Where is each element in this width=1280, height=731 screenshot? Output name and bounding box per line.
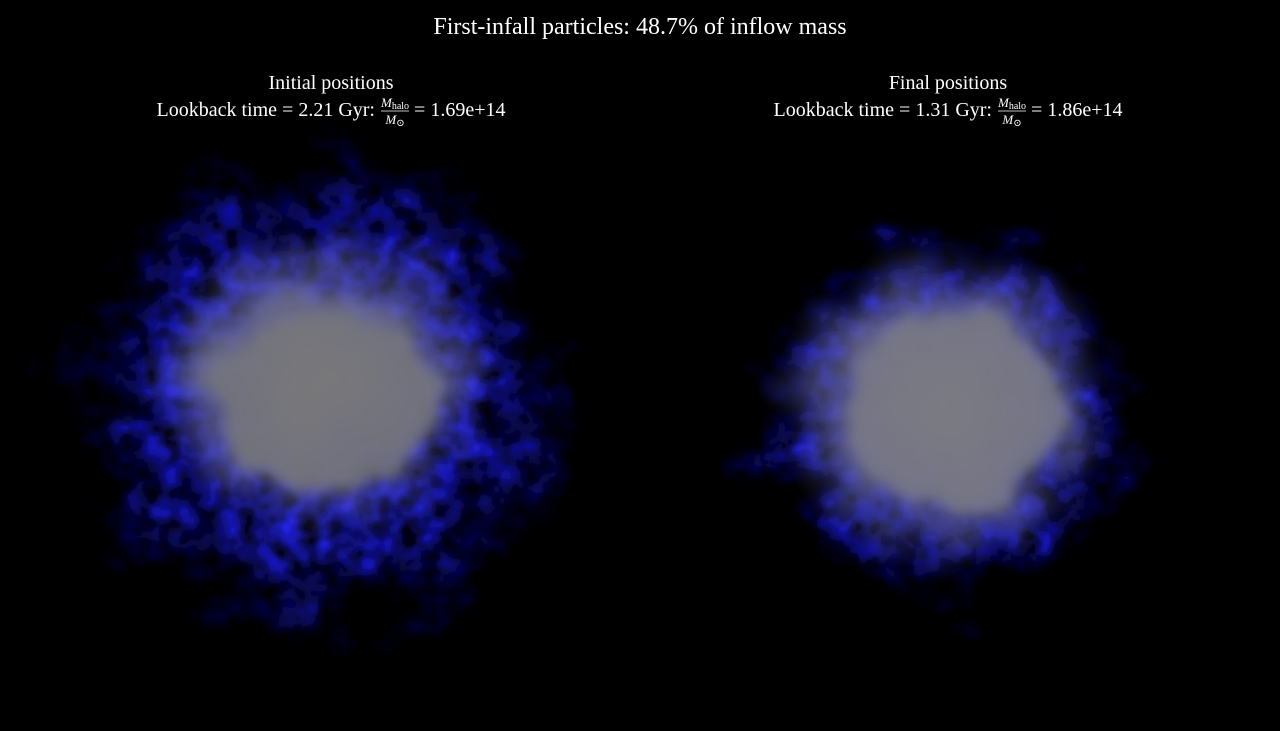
fraction-denominator: M⊙	[384, 112, 404, 129]
fraction-numerator: Mhalo	[997, 95, 1026, 112]
denominator-symbol: M	[384, 112, 397, 127]
numerator-symbol: M	[380, 95, 393, 110]
caption-value: = 1.69e+14	[414, 99, 505, 121]
denominator-subscript: ⊙	[396, 118, 404, 129]
caption-text: Lookback time = 1.31 Gyr:	[774, 99, 992, 121]
figure-title: First-infall particles: 48.7% of inflow …	[433, 14, 846, 40]
initial-render	[70, 150, 570, 640]
caption-value: = 1.86e+14	[1031, 99, 1122, 121]
numerator-symbol: M	[997, 95, 1010, 110]
denominator-subscript: ⊙	[1013, 118, 1021, 129]
numerator-subscript: halo	[1009, 101, 1026, 112]
denominator-symbol: M	[1001, 112, 1014, 127]
panel-heading: Initial positions	[269, 72, 394, 94]
caption-text: Lookback time = 2.21 Gyr:	[157, 99, 375, 121]
numerator-subscript: halo	[392, 101, 409, 112]
fraction-denominator: M⊙	[1001, 112, 1021, 129]
fraction-numerator: Mhalo	[380, 95, 409, 112]
panel-heading: Final positions	[889, 72, 1008, 94]
final-render	[750, 225, 1140, 605]
